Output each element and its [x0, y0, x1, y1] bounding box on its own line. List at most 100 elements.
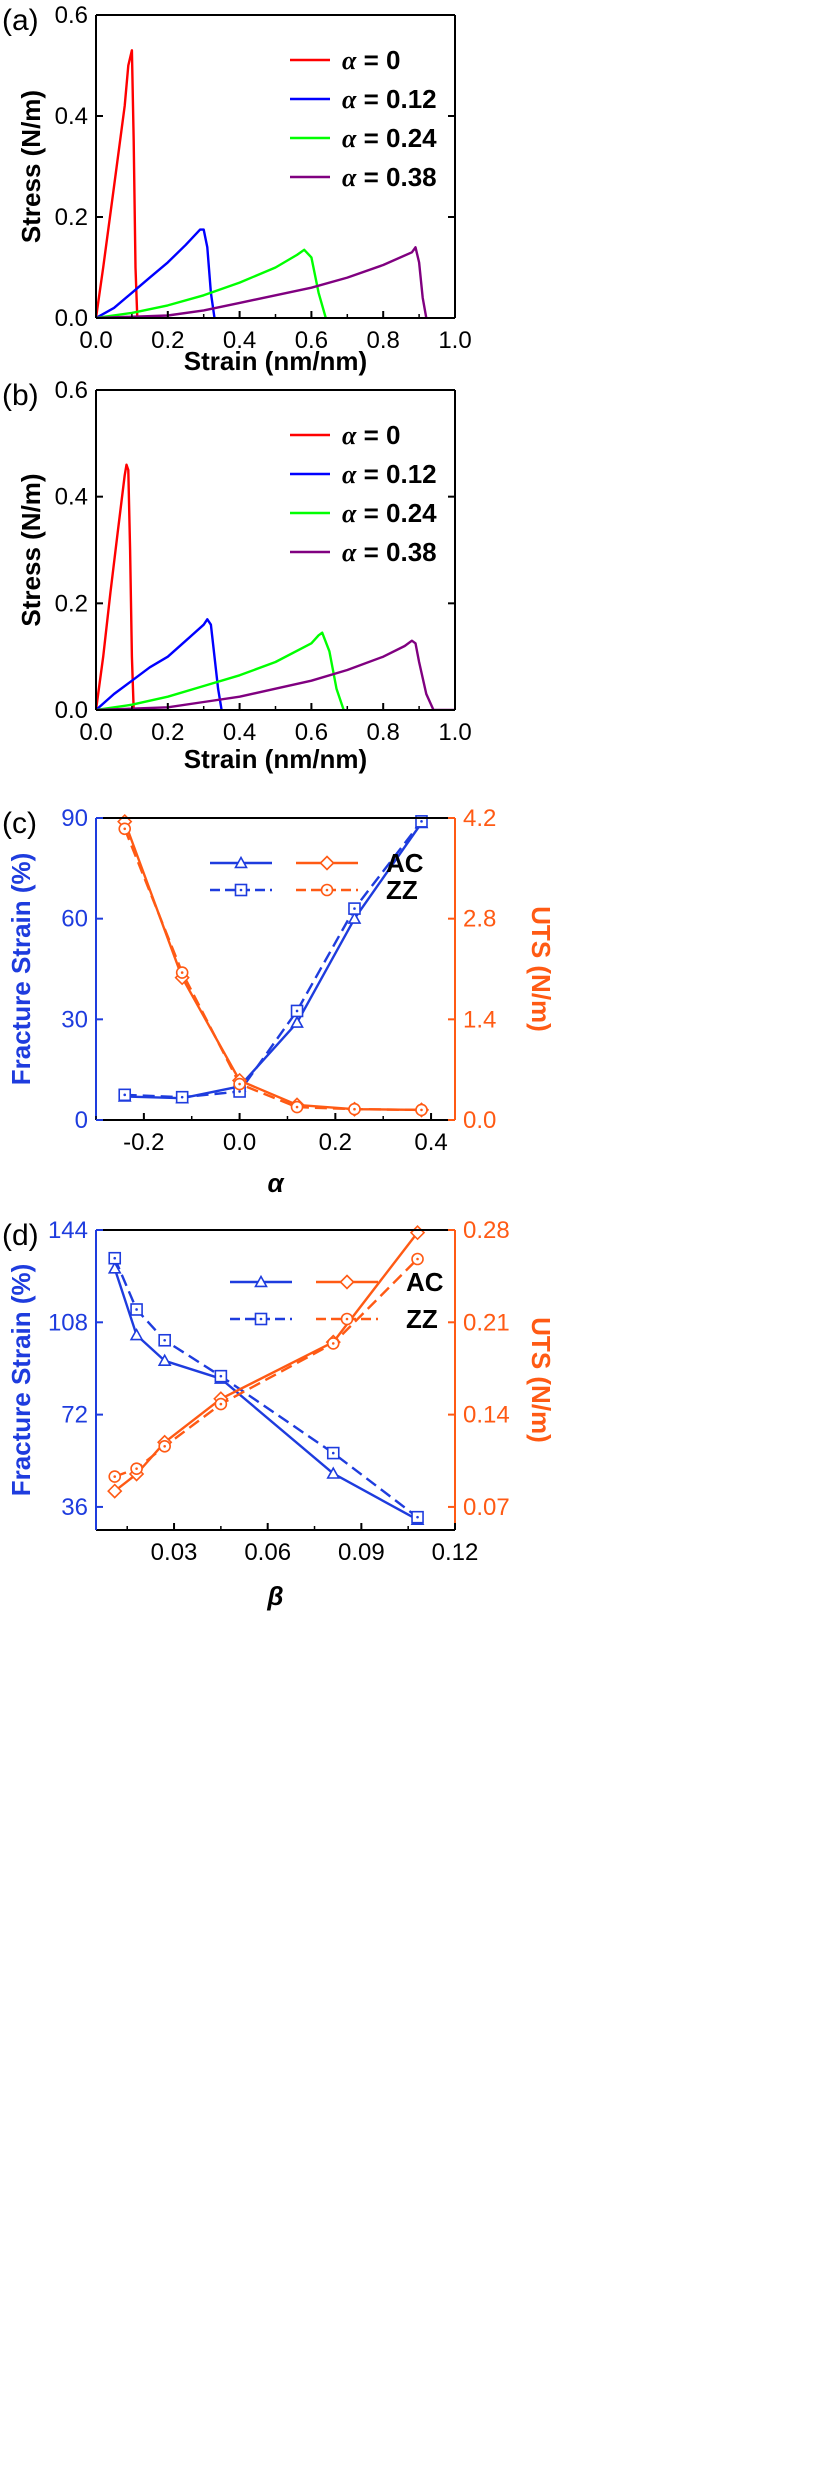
legend-entry-1: α = 0.12: [342, 459, 437, 489]
chart-panel-2: -0.2 0.0 0.2 0.4 0 30 60 90 0.0 1.4 2.8 4.2 (c) α Frac…: [2, 805, 556, 1198]
legend-marker-0-1: [339, 1274, 355, 1290]
data-point-3-1-dot: [180, 971, 184, 974]
data-point-1-2-dot: [238, 1090, 241, 1093]
x-tick-label: 0.03: [151, 1539, 198, 1566]
series-line-1: [113, 1257, 419, 1519]
series-line-1: [96, 618, 223, 710]
y-right-tick-label: 0.28: [463, 1217, 510, 1244]
legend-marker-1-0-dot: [239, 888, 243, 892]
series-line-1: [124, 820, 423, 1099]
series-line-0: [124, 822, 423, 1100]
legend: α = 0α = 0.12α = 0.24α = 0.38: [290, 420, 437, 567]
x-tick-label: 0.6: [295, 327, 328, 354]
legend-entry-0: α = 0: [342, 420, 400, 450]
data-point-3-3-dot: [295, 1105, 299, 1109]
data-point-0-0: [107, 1261, 122, 1274]
legend-symbol: α: [342, 460, 357, 489]
y-right-tick-label: 0.07: [463, 1494, 510, 1521]
legend-entry-1: ZZ: [386, 875, 418, 905]
data-point-3-4-dot: [353, 1107, 356, 1111]
legend-entry-3: α = 0.38: [342, 537, 437, 567]
series-line-0: [96, 463, 135, 710]
y-right-tick-label: 0.0: [463, 1107, 496, 1134]
series-group: [96, 463, 455, 710]
legend-value: = 0.12: [356, 459, 436, 489]
data-point-1-2-dot: [163, 1338, 166, 1342]
legend-value: = 0.12: [356, 84, 436, 114]
y-right-tick-label: 1.4: [463, 1006, 496, 1033]
data-point-1-3-dot: [219, 1374, 223, 1378]
data-point-1-4-dot: [331, 1451, 335, 1455]
legend-marker-1-0-dot: [259, 1317, 263, 1321]
legend-value: = 0.24: [356, 123, 437, 153]
series-line-3: [96, 246, 428, 318]
y-right-tick-label: 0.21: [463, 1309, 510, 1336]
data-point-0-3: [290, 1015, 304, 1028]
y-axis-label: Stress (N/m): [16, 90, 46, 243]
x-tick-label: 0.8: [367, 719, 400, 746]
data-point-0-2: [157, 1353, 172, 1366]
y-tick-label: 0.4: [55, 484, 88, 511]
series-line-2: [96, 248, 327, 318]
x-tick-label: -0.2: [123, 1129, 164, 1156]
legend-entry-2: α = 0.24: [342, 498, 437, 528]
data-point-0-4: [326, 1466, 341, 1479]
data-point-0-1: [129, 1327, 144, 1341]
series-group: [113, 1231, 419, 1521]
data-point-1-1-dot: [135, 1308, 138, 1311]
legend-entry-2: α = 0.24: [342, 123, 437, 153]
y-axis-label-right: UTS (N/m): [526, 906, 556, 1032]
x-axis-label: Strain (nm/nm): [184, 346, 367, 376]
data-point-3-4-dot: [331, 1342, 335, 1345]
legend-value: = 0.24: [356, 498, 437, 528]
y-tick-label: 0.6: [55, 377, 88, 404]
x-tick-label: 0.2: [151, 327, 184, 354]
legend-symbol: α: [342, 499, 357, 528]
legend-entry-1: ZZ: [406, 1304, 438, 1334]
data-point-3-0-dot: [113, 1475, 117, 1478]
data-point-3-2-dot: [238, 1082, 241, 1086]
legend-value: = 0.38: [356, 537, 436, 567]
data-point-1-5-dot: [420, 820, 423, 823]
series-line-3: [96, 639, 455, 710]
panel-label: (d): [2, 1219, 39, 1252]
legend-symbol: α: [342, 421, 357, 450]
y-tick-label: 0.2: [55, 204, 88, 231]
chart-panel-3: 0.03 0.06 0.09 0.12 36 72 108 144 0.07 0.14 0.21 0.…: [2, 1217, 556, 1611]
x-tick-label: 0.12: [432, 1539, 479, 1566]
legend-symbol: α: [342, 163, 357, 192]
y-tick-label: 0.6: [55, 2, 88, 29]
x-axis-label: Strain (nm/nm): [184, 744, 367, 774]
legend-entry-0: AC: [386, 848, 424, 878]
x-tick-label: 0.2: [319, 1129, 352, 1156]
legend-value: = 0.38: [356, 162, 436, 192]
y-tick-label: 30: [61, 1006, 88, 1033]
legend-entry-3: α = 0.38: [342, 162, 437, 192]
y-axis-label-left: Fracture Strain (%): [6, 853, 36, 1086]
data-point-1-4-dot: [353, 907, 356, 910]
data-point-1-3-dot: [295, 1009, 299, 1013]
legend-entry-0: α = 0: [342, 45, 400, 75]
panel-label: (b): [2, 379, 39, 412]
series-line-3: [123, 828, 422, 1112]
legend-entry-1: α = 0.12: [342, 84, 437, 114]
x-tick-label: 0.2: [151, 719, 184, 746]
data-point-1-0-dot: [123, 1093, 127, 1097]
legend-marker-0-0: [254, 1274, 268, 1288]
y-axis-label-left: Fracture Strain (%): [6, 1264, 36, 1497]
data-point-1-5-dot: [416, 1515, 419, 1519]
x-tick-label: 0.4: [223, 327, 256, 354]
y-tick-label: 144: [48, 1217, 88, 1244]
legend-symbol: α: [342, 124, 357, 153]
y-tick-label: 108: [48, 1309, 88, 1336]
data-point-3-0-dot: [123, 827, 127, 831]
chart-panel-1: 0.0 0.2 0.4 0.6 0.8 1.0 0.0 0.2 0.4 0.6 (b) Strain …: [2, 377, 472, 774]
legend-marker-1-1-dot: [345, 1317, 349, 1321]
data-point-2-0: [107, 1483, 123, 1499]
series-line-2: [96, 631, 345, 710]
panel-label: (a): [2, 4, 39, 37]
series-line-0: [113, 1268, 419, 1521]
chart-panel-0: 0.0 0.2 0.4 0.6 0.8 1.0 0.0 0.2 0.4 0.6 (a) Strain …: [2, 2, 472, 376]
x-tick-label: 0.0: [79, 327, 112, 354]
